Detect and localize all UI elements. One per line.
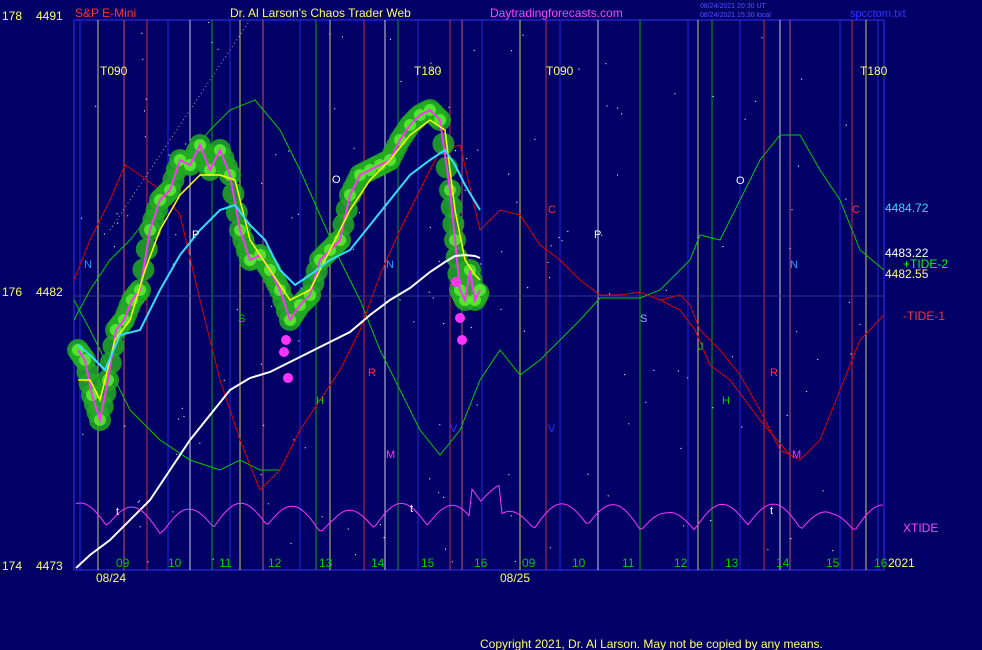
white-price-label: 4483.22 xyxy=(885,246,929,260)
planet-letter: H xyxy=(722,395,730,407)
long-ma xyxy=(75,253,481,569)
planet-letter: O xyxy=(332,174,341,186)
planet-letter: S xyxy=(640,313,647,325)
y-top-price: 4491 xyxy=(36,9,63,23)
planet-letter: S xyxy=(238,313,245,325)
planet-letter: R xyxy=(368,367,376,379)
planet-letter: M xyxy=(792,449,801,461)
year-label: 2021 xyxy=(888,556,915,570)
hour-tick-label: 15 xyxy=(421,556,435,570)
planet-letter: t xyxy=(116,506,119,518)
magenta-dots xyxy=(279,277,467,383)
mid-ma xyxy=(77,148,481,372)
hour-tick-label: 12 xyxy=(268,556,282,570)
hour-tick-label: 10 xyxy=(572,556,586,570)
t180-marker-2: T180 xyxy=(860,64,888,78)
planet-letter: R xyxy=(770,367,778,379)
instrument-label: S&P E-Mini xyxy=(75,6,136,20)
y-bot-price: 4473 xyxy=(36,559,63,573)
planet-letter: C xyxy=(852,204,860,216)
hour-tick-label: 12 xyxy=(674,556,688,570)
hour-tick-label: 13 xyxy=(319,556,333,570)
planet-letter: V xyxy=(548,423,556,435)
planet-letter: J xyxy=(698,341,704,353)
planet-letter: P xyxy=(192,229,199,241)
hour-tick-label: 16 xyxy=(874,556,888,570)
planet-letter: N xyxy=(386,259,394,271)
y-bot-units: 174 xyxy=(2,559,22,573)
timestamp-ut: 08/24/2021 20:30 UT xyxy=(700,3,766,10)
planet-letters: N P S O H R M C N P S V J H O R M N C Vt t t xyxy=(84,174,860,518)
hour-tick-label: 10 xyxy=(168,556,182,570)
hour-tick-label: 15 xyxy=(826,556,840,570)
price-line xyxy=(77,108,481,424)
planet-letter: M xyxy=(386,449,395,461)
copyright-notice: Copyright 2021, Dr. Al Larson. May not b… xyxy=(480,637,823,650)
y-mid-units: 176 xyxy=(2,285,22,299)
planet-letter: t xyxy=(410,503,413,515)
hour-tick-label: 14 xyxy=(371,556,385,570)
t180-marker-1: T180 xyxy=(414,64,442,78)
hour-tick-label: 09 xyxy=(522,556,536,570)
planet-letter: t xyxy=(770,505,773,517)
cyan-price-label: 4484.72 xyxy=(885,201,929,215)
xtide-line xyxy=(75,484,884,535)
star-dots xyxy=(81,21,861,563)
planet-letter: C xyxy=(548,204,556,216)
y-mid-price: 4482 xyxy=(36,285,63,299)
xtide-label: XTIDE xyxy=(903,521,938,535)
planet-letter: N xyxy=(790,259,798,271)
tide1-line xyxy=(73,144,885,491)
hour-tick-label: 13 xyxy=(725,556,739,570)
hour-tick-label: 11 xyxy=(622,556,635,570)
site-name: Daytradingforecasts.com xyxy=(490,6,623,20)
planet-letter: O xyxy=(736,175,745,187)
yellow-price-label: 4482.55 xyxy=(885,267,929,281)
date-label-1: 08/24 xyxy=(96,571,126,585)
tide1-upper xyxy=(659,299,791,456)
t090-marker-2: T090 xyxy=(546,64,574,78)
file-name: spcctom.txt xyxy=(850,8,906,20)
short-ma xyxy=(78,119,481,403)
hour-tick-label: 14 xyxy=(776,556,790,570)
x-axis-hours: 09 10 11 12 13 14 15 16 09 10 11 12 13 14 15 16 xyxy=(116,556,888,570)
date-label-2: 08/25 xyxy=(500,571,530,585)
planet-letter: H xyxy=(316,395,324,407)
hour-tick-label: 09 xyxy=(116,556,130,570)
hour-tick-label: 16 xyxy=(474,556,488,570)
t090-marker-1: T090 xyxy=(100,64,128,78)
tide2-label: +TIDE-2 xyxy=(903,257,948,271)
planet-letter: V xyxy=(450,423,458,435)
y-top-units: 178 xyxy=(2,9,22,23)
timestamp-local: 08/24/2021 15:30 local xyxy=(700,12,771,19)
planet-letter: N xyxy=(84,259,92,271)
page-title: Dr. Al Larson's Chaos Trader Web xyxy=(230,6,411,20)
planet-letter: P xyxy=(594,229,601,241)
hour-tick-label: 11 xyxy=(219,556,232,570)
tide1-label: -TIDE-1 xyxy=(903,309,945,323)
